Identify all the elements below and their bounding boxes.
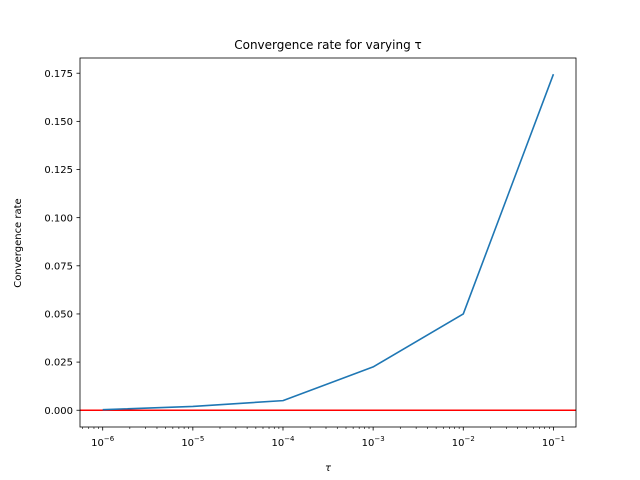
data-point — [462, 313, 464, 315]
y-tick-label: 0.125 — [44, 165, 73, 176]
x-tick-label: 10−3 — [362, 435, 385, 449]
x-tick-label: 10−2 — [452, 435, 475, 449]
y-tick-label: 0.075 — [44, 261, 73, 272]
x-axis-label: τ — [325, 463, 332, 474]
data-point — [192, 406, 194, 408]
data-point — [553, 73, 555, 75]
y-tick-label: 0.150 — [44, 117, 73, 128]
series-line — [102, 73, 555, 411]
axes-frame — [79, 57, 577, 428]
y-tick-label: 0.000 — [44, 406, 73, 417]
data-point — [282, 400, 284, 402]
y-tick-label: 0.175 — [44, 69, 73, 80]
chart-title: Convergence rate for varying τ — [234, 38, 422, 52]
x-tick-label: 10−5 — [181, 435, 204, 449]
plot-area — [80, 73, 576, 412]
data-point — [372, 366, 374, 368]
x-tick-label: 10−6 — [91, 435, 115, 449]
data-point — [102, 409, 104, 411]
y-tick-label: 0.100 — [44, 213, 73, 224]
x-tick-label: 10−1 — [542, 435, 565, 449]
y-tick-label: 0.025 — [44, 358, 73, 369]
x-tick-label: 10−4 — [271, 435, 295, 449]
y-tick-label: 0.050 — [44, 310, 73, 321]
axes: 0.000 0.025 0.050 0.075 0.100 0.125 0.150 0.175… — [44, 57, 577, 449]
y-axis-label: Convergence rate — [13, 198, 24, 287]
